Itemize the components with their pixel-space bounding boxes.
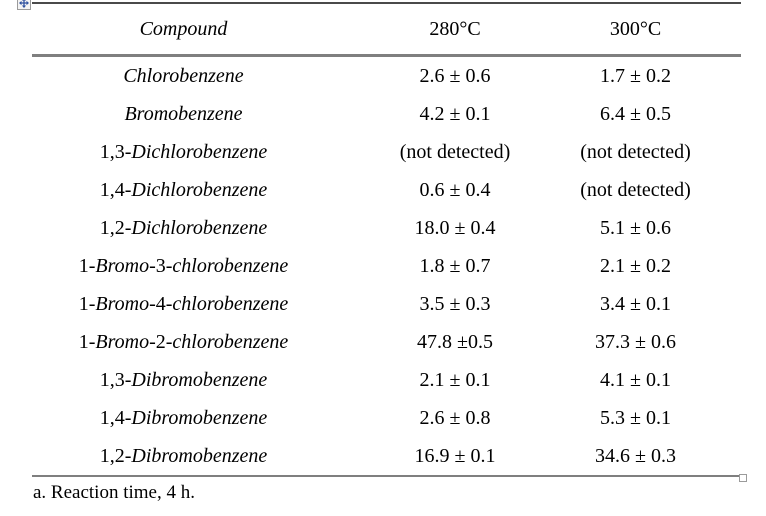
table-row: Chlorobenzene 2.6 ± 0.6 1.7 ± 0.2 <box>32 57 741 95</box>
table-footnote: a. Reaction time, 4 h. <box>33 482 195 503</box>
compound-name-cell: 1-Bromo-3-chlorobenzene <box>78 254 289 277</box>
table-header-row: Compound 280°C 300°C <box>32 4 741 54</box>
table-resize-handle-icon[interactable] <box>739 474 747 482</box>
value-280c-cell: 4.2 ± 0.1 <box>419 102 491 125</box>
compound-name-cell: 1,4-Dibromobenzene <box>99 406 268 429</box>
compound-name-cell: 1,2-Dibromobenzene <box>99 444 268 467</box>
table-move-handle-icon[interactable] <box>17 0 31 10</box>
table-row: 1,4-Dibromobenzene 2.6 ± 0.8 5.3 ± 0.1 <box>32 399 741 437</box>
header-300c: 300°C <box>609 17 662 40</box>
table-header-rule <box>32 54 741 57</box>
table-top-rule <box>32 2 741 4</box>
value-280c-cell: 0.6 ± 0.4 <box>419 178 491 201</box>
compound-name-cell: 1-Bromo-2-chlorobenzene <box>78 330 289 353</box>
value-300c-cell: 4.1 ± 0.1 <box>600 368 671 391</box>
table-rows: Chlorobenzene 2.6 ± 0.6 1.7 ± 0.2 Bromobenz… <box>32 57 741 475</box>
value-280c-cell: 2.1 ± 0.1 <box>419 368 491 391</box>
value-300c-cell: 37.3 ± 0.6 <box>595 330 676 353</box>
value-300c-cell: 6.4 ± 0.5 <box>600 102 671 125</box>
value-280c-cell: 16.9 ± 0.1 <box>414 444 496 467</box>
value-300c-cell: 34.6 ± 0.3 <box>595 444 676 467</box>
table-row: 1-Bromo-3-chlorobenzene 1.8 ± 0.7 2.1 ± 0.… <box>32 247 741 285</box>
table-row: Bromobenzene 4.2 ± 0.1 6.4 ± 0.5 <box>32 95 741 133</box>
table-row: 1-Bromo-2-chlorobenzene 47.8 ±0.5 37.3 ± 0… <box>32 323 741 361</box>
table-row: 1,2-Dibromobenzene 16.9 ± 0.1 34.6 ± 0.3 <box>32 437 741 475</box>
table-row: 1,3-Dibromobenzene 2.1 ± 0.1 4.1 ± 0.1 <box>32 361 741 399</box>
value-280c-cell: 18.0 ± 0.4 <box>414 216 496 239</box>
value-300c-cell: 5.3 ± 0.1 <box>600 406 671 429</box>
value-280c-cell: 1.8 ± 0.7 <box>419 254 491 277</box>
value-300c-cell: (not detected) <box>580 178 691 201</box>
table-row: 1,2-Dichlorobenzene 18.0 ± 0.4 5.1 ± 0.6 <box>32 209 741 247</box>
compound-name-cell: 1,4-Dichlorobenzene <box>99 178 268 201</box>
value-280c-cell: 3.5 ± 0.3 <box>419 292 491 315</box>
table-row: 1-Bromo-4-chlorobenzene 3.5 ± 0.3 3.4 ± 0.… <box>32 285 741 323</box>
value-300c-cell: (not detected) <box>580 140 691 163</box>
table-row: 1,3-Dichlorobenzene (not detected) (not de… <box>32 133 741 171</box>
value-300c-cell: 5.1 ± 0.6 <box>600 216 671 239</box>
header-compound: Compound <box>139 17 228 40</box>
compound-yield-table: Compound 280°C 300°C Chlorobenzene 2.6 ± … <box>32 2 741 477</box>
compound-name-cell: Bromobenzene <box>124 102 243 125</box>
compound-name-cell: 1,3-Dibromobenzene <box>99 368 268 391</box>
value-280c-cell: 2.6 ± 0.8 <box>419 406 491 429</box>
compound-name-cell: 1-Bromo-4-chlorobenzene <box>78 292 289 315</box>
value-280c-cell: 2.6 ± 0.6 <box>419 64 491 87</box>
header-280c: 280°C <box>429 17 481 40</box>
value-280c-cell: 47.8 ±0.5 <box>417 330 493 353</box>
table-row: 1,4-Dichlorobenzene 0.6 ± 0.4 (not detecte… <box>32 171 741 209</box>
compound-name-cell: Chlorobenzene <box>123 64 244 87</box>
value-300c-cell: 3.4 ± 0.1 <box>600 292 671 315</box>
value-300c-cell: 1.7 ± 0.2 <box>600 64 671 87</box>
value-280c-cell: (not detected) <box>399 140 511 163</box>
four-way-arrow-icon <box>19 0 29 8</box>
value-300c-cell: 2.1 ± 0.2 <box>600 254 671 277</box>
compound-name-cell: 1,3-Dichlorobenzene <box>99 140 268 163</box>
table-bottom-rule <box>32 475 741 477</box>
compound-name-cell: 1,2-Dichlorobenzene <box>99 216 268 239</box>
